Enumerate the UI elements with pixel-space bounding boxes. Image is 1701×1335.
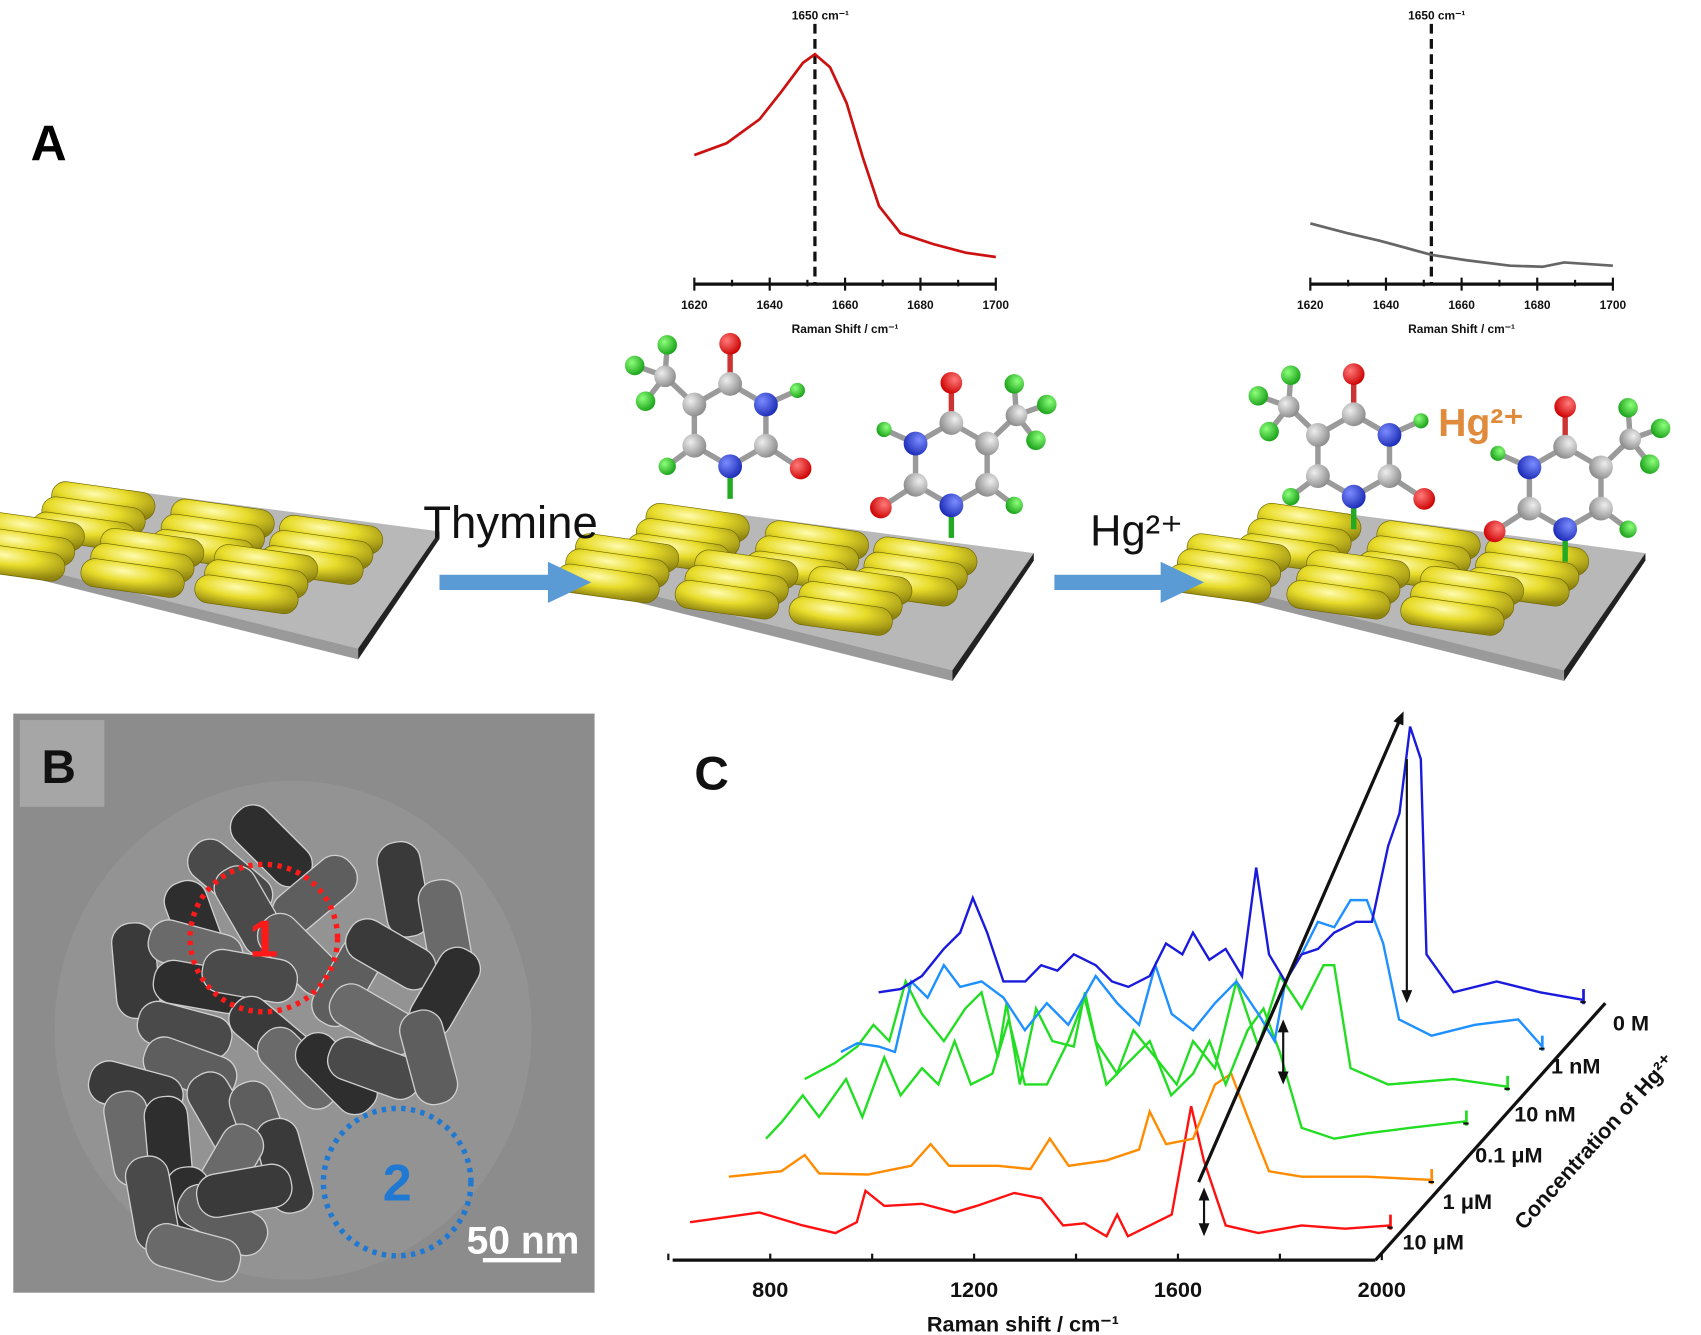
spectrum-series bbox=[689, 1105, 1391, 1238]
gold-nanorod bbox=[194, 574, 299, 615]
thymine-label: Thymine bbox=[423, 497, 598, 548]
spectrum-series bbox=[728, 1071, 1432, 1182]
series-label: 1 μM bbox=[1443, 1189, 1492, 1214]
spectrum-series bbox=[804, 963, 1508, 1088]
arrow-hg bbox=[1054, 561, 1205, 603]
gold-nanorod bbox=[674, 580, 779, 620]
scale-bar-label: 50 nm bbox=[467, 1220, 580, 1263]
panel-c-label: C bbox=[694, 748, 728, 801]
panel-a-label: A bbox=[31, 116, 67, 172]
x-axis-label: Raman Shift / cm⁻¹ bbox=[1408, 322, 1515, 336]
gold-nanorod bbox=[1400, 596, 1505, 636]
spectrum-line bbox=[693, 52, 997, 259]
thymine-molecule bbox=[625, 333, 812, 499]
x-tick-label: 1200 bbox=[950, 1277, 998, 1302]
nanorod-substrates bbox=[0, 481, 1646, 682]
x-tick-label: 1620 bbox=[681, 298, 708, 312]
x-tick-label: 1700 bbox=[1600, 298, 1627, 312]
series-label: 1 nM bbox=[1551, 1054, 1600, 1079]
x-tick-label: 1620 bbox=[1297, 298, 1324, 312]
gold-nanorod bbox=[0, 542, 66, 582]
double-arrow bbox=[1277, 1019, 1289, 1085]
gold-nanorod bbox=[1286, 580, 1391, 620]
series-label: 0 M bbox=[1613, 1010, 1649, 1035]
double-arrow bbox=[1198, 1187, 1210, 1237]
nanorod-tem bbox=[399, 1009, 459, 1106]
x-axis-label: Raman shift / cm⁻¹ bbox=[927, 1312, 1119, 1335]
spectrum-series bbox=[765, 993, 1467, 1140]
trend-arrow bbox=[1197, 711, 1404, 1183]
panel-b-label: B bbox=[41, 741, 75, 794]
x-tick-label: 1640 bbox=[1373, 298, 1400, 312]
spectrum-series bbox=[878, 726, 1584, 1002]
inset-chart-after: 1620 1640 1660 1680 1700 Raman Shift / cm⁻¹ 16… bbox=[1297, 9, 1626, 336]
scale-bar bbox=[482, 1258, 561, 1263]
x-tick-label: 1700 bbox=[983, 298, 1010, 312]
series-label: 10 nM bbox=[1514, 1101, 1575, 1126]
series-label: 0.1 μM bbox=[1475, 1143, 1542, 1168]
gold-nanorod bbox=[80, 558, 185, 598]
region-1-label: 1 bbox=[249, 911, 278, 969]
hg-ion-label: Hg²⁺ bbox=[1438, 402, 1524, 445]
gold-nanorod-substrate bbox=[1167, 503, 1646, 682]
nanorod-tem bbox=[145, 1223, 242, 1283]
x-tick-label: 2000 bbox=[1358, 1277, 1406, 1302]
x-tick-label: 1600 bbox=[1154, 1277, 1202, 1302]
concentration-axis bbox=[1374, 1002, 1607, 1262]
series-label: 10 μM bbox=[1403, 1229, 1464, 1254]
region-2-label: 2 bbox=[383, 1155, 412, 1213]
hg-label: Hg²⁺ bbox=[1090, 507, 1183, 555]
x-tick-label: 1680 bbox=[907, 298, 934, 312]
region-2-circle bbox=[320, 1105, 474, 1259]
x-tick-label: 1660 bbox=[832, 298, 859, 312]
marker-label: 1650 cm⁻¹ bbox=[1408, 9, 1465, 23]
x-tick-label: 1660 bbox=[1448, 298, 1475, 312]
gold-nanorod-substrate bbox=[0, 481, 440, 660]
inset-chart-before: 1620 1640 1660 1680 1700 Raman Shift / cm⁻¹ 16… bbox=[681, 9, 1009, 336]
marker-label: 1650 cm⁻¹ bbox=[792, 9, 849, 23]
x-tick-label: 1680 bbox=[1524, 298, 1551, 312]
tem-image bbox=[13, 713, 595, 1293]
gold-nanorod bbox=[788, 596, 893, 636]
decrease-arrow bbox=[1401, 759, 1413, 1004]
thymine-molecule bbox=[870, 372, 1057, 538]
nanorod-tem bbox=[195, 1163, 293, 1218]
x-tick-label: 800 bbox=[752, 1277, 788, 1302]
spectrum-line bbox=[1309, 222, 1613, 269]
x-tick-label: 1640 bbox=[756, 298, 783, 312]
x-axis-label: Raman Shift / cm⁻¹ bbox=[792, 322, 899, 336]
spectrum-series bbox=[840, 898, 1544, 1054]
arrow-thymine bbox=[439, 561, 592, 603]
gold-nanorod-substrate bbox=[555, 503, 1034, 682]
region-1-circle bbox=[187, 861, 341, 1015]
